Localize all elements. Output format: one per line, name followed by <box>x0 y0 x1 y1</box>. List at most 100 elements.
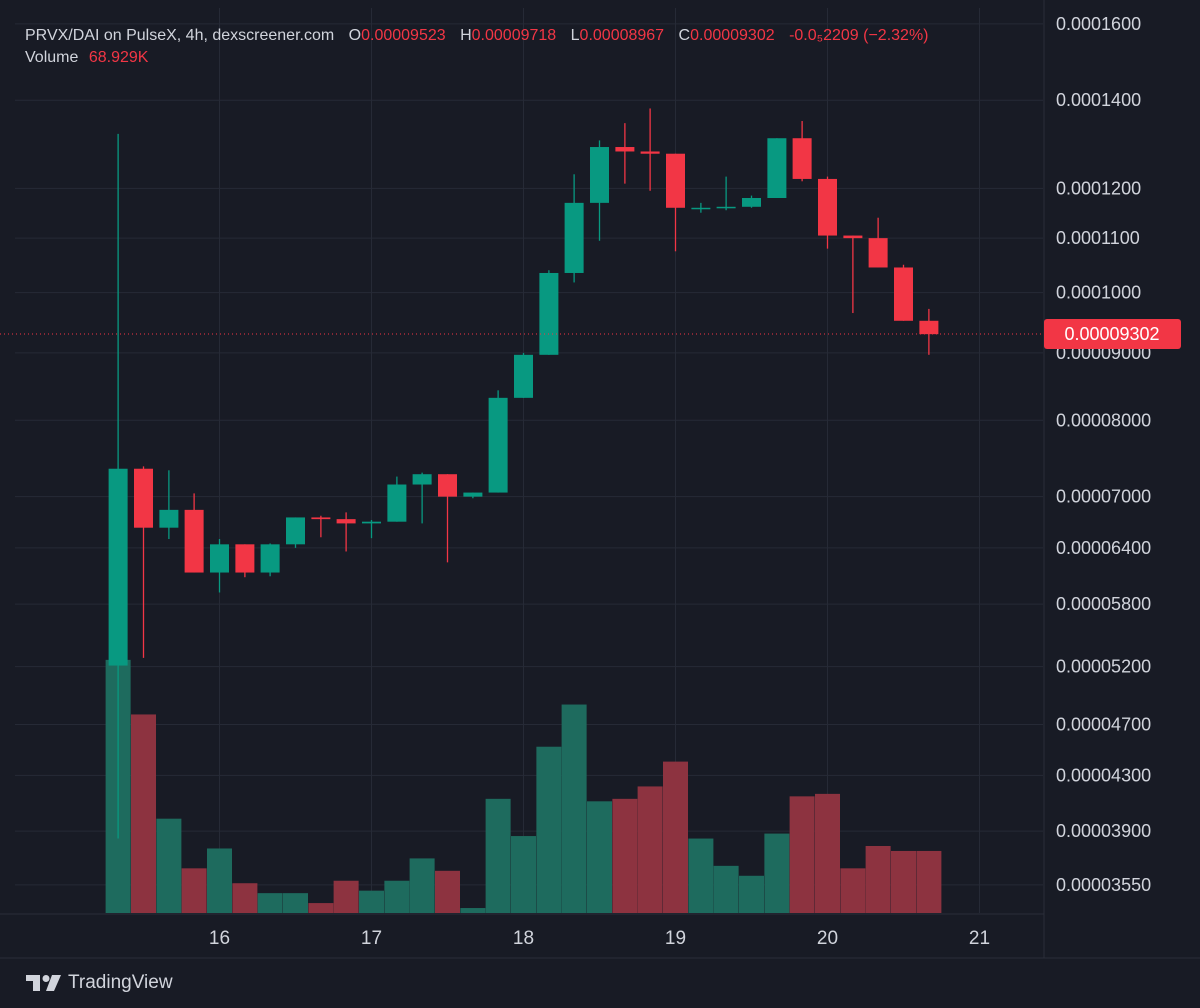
volume-bar <box>511 836 536 913</box>
high-value: 0.00009718 <box>471 27 557 44</box>
volume-bar <box>409 858 435 913</box>
candle-body <box>868 238 888 268</box>
volume-bar <box>359 890 384 913</box>
tradingview-name: TradingView <box>68 972 173 993</box>
volume-bar <box>435 870 460 913</box>
volume-bar <box>688 838 714 913</box>
candle-body <box>539 272 559 355</box>
candle-body <box>260 544 280 573</box>
change-value: -0.0₅2209 (−2.32%) <box>789 27 929 44</box>
y-tick-label: 0.00003550 <box>1056 875 1151 895</box>
candle-body <box>463 492 483 497</box>
candle-body <box>387 484 407 522</box>
volume-bar <box>713 865 739 913</box>
volume-bar <box>764 833 790 913</box>
y-tick-label: 0.00003900 <box>1056 821 1151 841</box>
candle-body <box>564 202 584 273</box>
candle-body <box>615 147 635 152</box>
volume-value: 68.929K <box>88 49 149 66</box>
x-tick-label: 16 <box>209 928 230 949</box>
low-label: L <box>570 27 580 44</box>
volume-bar <box>460 908 486 913</box>
candle-body <box>691 207 711 210</box>
candle-body <box>640 151 660 154</box>
y-tick-label: 0.0001000 <box>1056 283 1141 303</box>
volume-label: Volume <box>25 49 79 66</box>
candle-body <box>666 153 685 208</box>
x-tick-label: 18 <box>513 928 534 949</box>
volume-bar <box>612 798 638 913</box>
candle-body <box>919 320 939 335</box>
volume-bar <box>663 761 688 913</box>
candle-body <box>438 474 457 497</box>
volume-legend-row: Volume 68.929K <box>25 49 929 67</box>
candle-body <box>134 468 153 528</box>
candle-body <box>742 197 761 207</box>
volume-bar <box>891 850 916 913</box>
candle-body <box>514 354 533 398</box>
ohlc-legend-row: PRVX/DAI on PulseX, 4h, dexscreener.com … <box>25 27 929 45</box>
volume-bar <box>865 845 891 913</box>
volume-bar <box>587 801 612 913</box>
y-tick-label: 0.00004700 <box>1056 714 1151 734</box>
volume-bar <box>561 704 587 913</box>
volume-bar <box>156 818 182 913</box>
candle-body <box>311 517 331 520</box>
y-tick-label: 0.0001400 <box>1056 90 1141 110</box>
volume-bar <box>840 868 866 913</box>
candle-body <box>412 474 432 485</box>
y-tick-label: 0.0001200 <box>1056 178 1141 198</box>
candle-body <box>716 206 736 209</box>
volume-bar <box>283 893 308 913</box>
y-tick-label: 0.00008000 <box>1056 410 1151 430</box>
last-price-label: 0.00009302 <box>1064 324 1159 344</box>
x-tick-label: 19 <box>665 928 686 949</box>
candle-body <box>792 138 812 179</box>
x-tick-label: 21 <box>969 928 990 949</box>
candle-body <box>767 138 787 198</box>
close-label: C <box>678 27 691 44</box>
volume-bar <box>384 880 410 913</box>
y-tick-label: 0.00005800 <box>1056 594 1151 614</box>
low-value: 0.00008967 <box>579 27 665 44</box>
close-value: 0.00009302 <box>690 27 775 44</box>
last-price-tag <box>1044 319 1181 350</box>
volume-bar <box>815 793 840 913</box>
volume-bar <box>739 875 764 913</box>
x-tick-label: 17 <box>361 928 382 949</box>
volume-bar <box>207 848 232 913</box>
candle-body <box>210 544 229 573</box>
volume-bar <box>232 883 258 913</box>
volume-bar <box>637 786 663 913</box>
candle-body <box>235 544 255 573</box>
volume-bar <box>333 880 359 913</box>
open-value: 0.00009523 <box>361 27 446 44</box>
tradingview-brand[interactable]: TradingView <box>26 972 173 994</box>
candle-body <box>108 468 128 666</box>
volume-bar <box>536 746 562 913</box>
y-tick-label: 0.00004300 <box>1056 765 1151 785</box>
volume-bar <box>308 903 334 913</box>
open-label: O <box>348 27 362 44</box>
y-tick-label: 0.00006400 <box>1056 538 1151 558</box>
y-tick-label: 0.0001100 <box>1056 228 1140 248</box>
candle-body <box>818 178 837 236</box>
volume-bar <box>485 798 511 913</box>
candle-body <box>843 235 863 239</box>
volume-bar <box>181 868 207 913</box>
high-label: H <box>460 27 472 44</box>
candle-body <box>894 267 913 321</box>
y-tick-label: 0.00005200 <box>1056 657 1151 677</box>
y-tick-label: 0.0001600 <box>1056 14 1141 34</box>
candle-body <box>159 509 179 528</box>
volume-bar <box>131 714 156 913</box>
candle-body <box>184 509 204 573</box>
x-tick-label: 20 <box>817 928 838 949</box>
volume-bar <box>789 796 815 913</box>
volume-bar <box>257 893 283 913</box>
y-tick-label: 0.00007000 <box>1056 487 1151 507</box>
candle-body <box>286 517 305 545</box>
candle-body <box>590 147 609 203</box>
